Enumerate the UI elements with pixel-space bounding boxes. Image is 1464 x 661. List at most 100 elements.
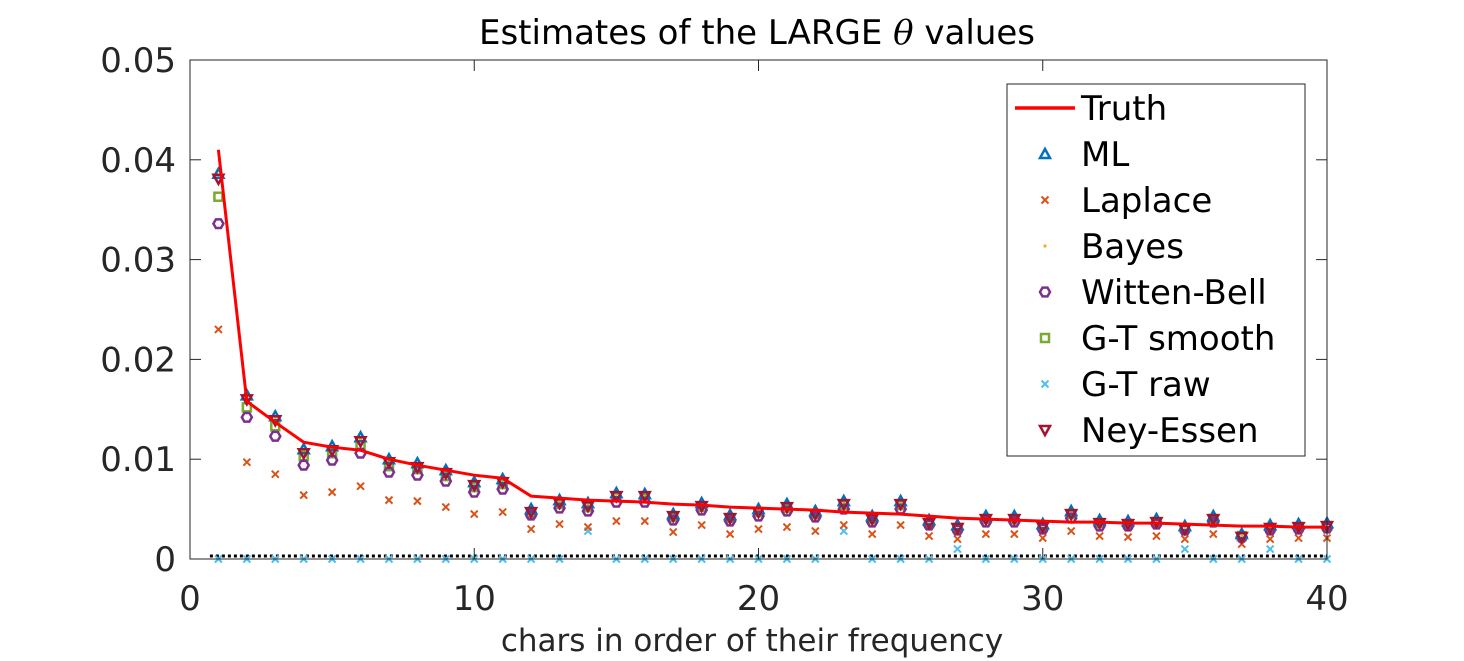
- legend-item-ml: ML: [1037, 135, 1129, 175]
- legend-item-bayes: Bayes: [1043, 227, 1184, 267]
- point-witten-bell: [410, 469, 424, 481]
- legend-box: [1006, 83, 1306, 457]
- point-laplace: [839, 520, 848, 530]
- point-ney-essen: [637, 490, 652, 504]
- legend-item-laplace: Laplace: [1040, 181, 1212, 221]
- legend-label-laplace: Laplace: [1081, 181, 1212, 221]
- point-witten-bell: [325, 454, 339, 466]
- axes: [189, 59, 1328, 560]
- point-ney-essen: [1206, 513, 1221, 527]
- point-laplace: [811, 526, 820, 536]
- point-laplace: [271, 469, 280, 479]
- x-axis-title: chars in order of their frequency: [501, 623, 1003, 659]
- point-laplace: [669, 527, 678, 537]
- point-witten-bell: [297, 459, 311, 471]
- point-laplace: [1066, 526, 1076, 536]
- point-laplace: [214, 325, 223, 334]
- point-laplace: [1038, 533, 1047, 543]
- data-marks: [209, 149, 1335, 564]
- point-g-t-raw: [1180, 544, 1190, 554]
- point-laplace: [867, 529, 877, 539]
- legend-marker-laplace: [1040, 195, 1050, 205]
- tick-labels: 0 10 20 30 40 0 0.01 0.02 0.03 0.04 0.05: [100, 41, 1348, 619]
- point-laplace: [640, 516, 650, 526]
- legend-label-g-t-smooth: G-T smooth: [1081, 319, 1275, 359]
- point-witten-bell: [382, 466, 396, 478]
- point-ney-essen: [722, 512, 738, 526]
- point-laplace: [1180, 534, 1190, 544]
- point-ney-essen: [523, 506, 539, 520]
- legend-label-witten-bell: Witten-Bell: [1081, 273, 1267, 313]
- point-laplace: [242, 457, 252, 467]
- point-witten-bell: [354, 447, 367, 459]
- point-witten-bell: [211, 218, 225, 230]
- legend-label-bayes: Bayes: [1081, 227, 1184, 267]
- point-laplace: [413, 496, 422, 506]
- x-tick-label: 30: [1021, 579, 1064, 619]
- y-tick-label: 0.02: [100, 340, 176, 380]
- point-laplace: [356, 481, 365, 491]
- legend-label-g-t-raw: G-T raw: [1081, 365, 1211, 405]
- legend-marker-bayes: [1043, 244, 1047, 248]
- point-ney-essen: [893, 498, 908, 512]
- series-line-truth: [216, 149, 1327, 529]
- point-ney-essen: [666, 510, 681, 524]
- point-ney-essen: [921, 517, 937, 531]
- chart-title: Estimates of the LARGE θ values: [479, 13, 1035, 53]
- point-laplace: [498, 507, 507, 517]
- point-ney-essen: [296, 447, 311, 461]
- point-ney-essen: [865, 513, 880, 527]
- legend-item-g-t-raw: G-T raw: [1040, 365, 1211, 405]
- legend-item-g-t-smooth: G-T smooth: [1039, 319, 1275, 359]
- point-ney-essen: [950, 522, 965, 536]
- point-ney-essen: [836, 498, 851, 512]
- y-tick-label: 0.01: [100, 440, 176, 480]
- point-laplace: [782, 522, 792, 532]
- point-ney-essen: [467, 479, 482, 493]
- point-laplace: [981, 529, 991, 539]
- point-laplace: [1294, 533, 1303, 543]
- point-ney-essen: [353, 435, 368, 449]
- point-ml: [666, 506, 681, 520]
- legend-marker-ney-essen: [1037, 424, 1053, 438]
- legend-label-ney-essen: Ney-Essen: [1081, 411, 1259, 451]
- y-tick-label: 0: [154, 540, 176, 580]
- point-g-t-raw: [953, 544, 962, 554]
- point-ney-essen: [1035, 521, 1050, 535]
- point-ney-essen: [1234, 531, 1249, 545]
- point-laplace: [725, 529, 735, 539]
- y-tick-label: 0.05: [100, 41, 176, 81]
- point-laplace: [1209, 529, 1218, 539]
- legend-marker-ml: [1037, 146, 1053, 160]
- point-laplace: [441, 502, 451, 512]
- point-laplace: [583, 522, 593, 532]
- x-tick-label: 10: [453, 579, 496, 619]
- legend-item-ney-essen: Ney-Essen: [1037, 411, 1259, 451]
- point-laplace: [1152, 531, 1161, 541]
- point-witten-bell: [268, 430, 282, 442]
- legend-marker-g-t-smooth: [1039, 332, 1051, 344]
- legend-marker-g-t-raw: [1040, 379, 1050, 389]
- point-witten-bell: [439, 475, 453, 487]
- legend-marker-witten-bell: [1038, 286, 1052, 298]
- point-ney-essen: [609, 490, 624, 504]
- y-tick-label: 0.03: [100, 241, 176, 281]
- x-tick-label: 20: [737, 579, 780, 619]
- legend-label-ml: ML: [1081, 135, 1129, 175]
- legend-label-truth: Truth: [1080, 89, 1167, 129]
- point-laplace: [1123, 532, 1133, 542]
- x-tick-label: 0: [179, 579, 201, 619]
- point-laplace: [896, 520, 905, 530]
- point-laplace: [1265, 534, 1275, 544]
- y-tick-label: 0.04: [100, 141, 176, 181]
- point-laplace: [697, 520, 706, 530]
- point-ney-essen: [580, 500, 596, 514]
- point-laplace: [754, 524, 763, 534]
- legend-item-witten-bell: Witten-Bell: [1038, 273, 1267, 313]
- x-tick-label: 40: [1305, 579, 1348, 619]
- point-laplace: [470, 509, 479, 519]
- point-g-t-raw: [1265, 544, 1275, 554]
- point-laplace: [1095, 531, 1104, 541]
- point-ney-essen: [1263, 522, 1278, 536]
